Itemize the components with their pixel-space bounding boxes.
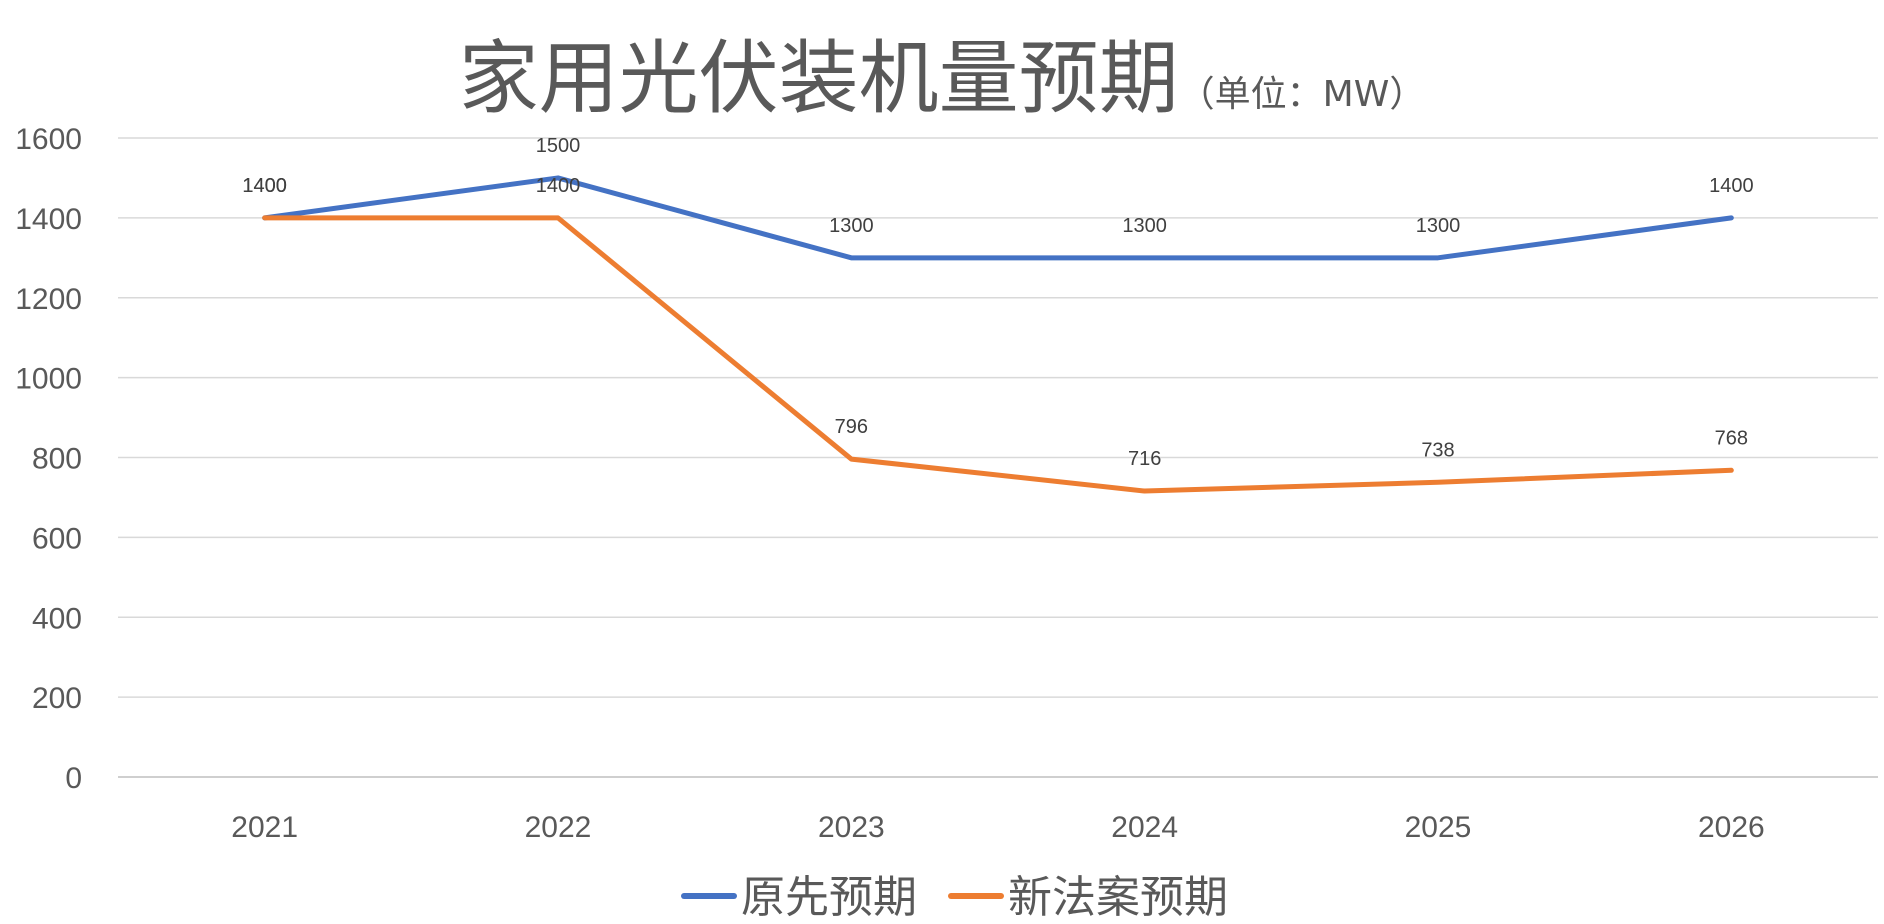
data-label: 768 [1715, 427, 1748, 449]
x-axis-ticks: 2021 2022 2023 2024 2025 2026 [231, 811, 1764, 844]
x-tick-label: 2026 [1698, 811, 1765, 844]
legend: 原先预期 新法案预期 [681, 872, 1228, 923]
data-label: 716 [1128, 448, 1161, 470]
data-label: 1400 [536, 175, 581, 197]
series-lines [262, 175, 1734, 494]
data-label: 1300 [1122, 215, 1167, 237]
y-tick-label: 600 [32, 522, 82, 555]
x-tick-label: 2023 [818, 811, 885, 844]
y-axis-ticks: 0 200 400 600 800 1000 1200 1400 1600 [15, 123, 82, 795]
y-tick-label: 200 [32, 682, 82, 715]
x-tick-label: 2024 [1111, 811, 1178, 844]
chart-title-main: 家用光伏装机量预期 [458, 32, 1179, 125]
series-line-2 [262, 215, 1734, 494]
y-tick-label: 1600 [15, 123, 82, 156]
data-label: 738 [1421, 439, 1454, 461]
chart-title: 家用光伏装机量预期（单位：MW） [0, 14, 1884, 130]
legend-label: 新法案预期 [1008, 872, 1228, 923]
data-label: 796 [835, 416, 868, 438]
y-tick-label: 0 [65, 762, 82, 795]
y-tick-label: 400 [32, 602, 82, 635]
data-label: 1500 [536, 135, 581, 157]
data-label: 1400 [242, 175, 287, 197]
y-tick-label: 1000 [15, 363, 82, 396]
y-tick-label: 1200 [15, 283, 82, 316]
data-label: 1300 [1416, 215, 1461, 237]
data-label: 1300 [829, 215, 874, 237]
x-tick-label: 2021 [231, 811, 298, 844]
series-line-1 [262, 175, 1734, 261]
y-tick-label: 800 [32, 443, 82, 476]
legend-label: 原先预期 [741, 872, 917, 923]
x-tick-label: 2025 [1405, 811, 1472, 844]
data-label: 1400 [1709, 175, 1754, 197]
y-tick-label: 1400 [15, 203, 82, 236]
chart-title-unit: （单位：MW） [1178, 74, 1426, 115]
data-label: 1400 [242, 175, 287, 197]
x-tick-label: 2022 [525, 811, 592, 844]
